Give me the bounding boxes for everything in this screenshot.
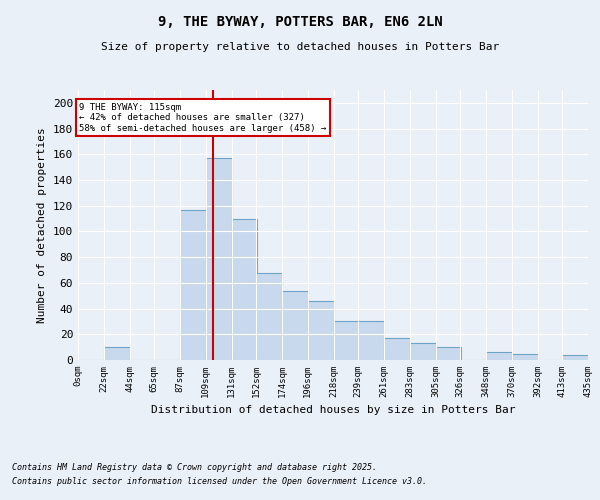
Bar bbox=[232, 218, 257, 360]
Bar bbox=[180, 210, 206, 360]
Bar bbox=[104, 347, 130, 360]
Text: 9 THE BYWAY: 115sqm
← 42% of detached houses are smaller (327)
58% of semi-detac: 9 THE BYWAY: 115sqm ← 42% of detached ho… bbox=[79, 103, 326, 132]
Bar bbox=[384, 338, 410, 360]
Bar bbox=[256, 272, 282, 360]
Text: Contains public sector information licensed under the Open Government Licence v3: Contains public sector information licen… bbox=[12, 477, 427, 486]
X-axis label: Distribution of detached houses by size in Potters Bar: Distribution of detached houses by size … bbox=[151, 406, 515, 415]
Bar bbox=[410, 344, 436, 360]
Bar bbox=[308, 301, 334, 360]
Y-axis label: Number of detached properties: Number of detached properties bbox=[37, 127, 47, 323]
Text: Size of property relative to detached houses in Potters Bar: Size of property relative to detached ho… bbox=[101, 42, 499, 52]
Text: 9, THE BYWAY, POTTERS BAR, EN6 2LN: 9, THE BYWAY, POTTERS BAR, EN6 2LN bbox=[158, 15, 442, 29]
Bar bbox=[486, 352, 512, 360]
Bar bbox=[562, 355, 588, 360]
Bar bbox=[358, 322, 384, 360]
Text: Contains HM Land Registry data © Crown copyright and database right 2025.: Contains HM Land Registry data © Crown c… bbox=[12, 464, 377, 472]
Bar bbox=[436, 347, 461, 360]
Bar bbox=[206, 158, 232, 360]
Bar bbox=[282, 290, 308, 360]
Bar bbox=[334, 322, 359, 360]
Bar bbox=[512, 354, 538, 360]
